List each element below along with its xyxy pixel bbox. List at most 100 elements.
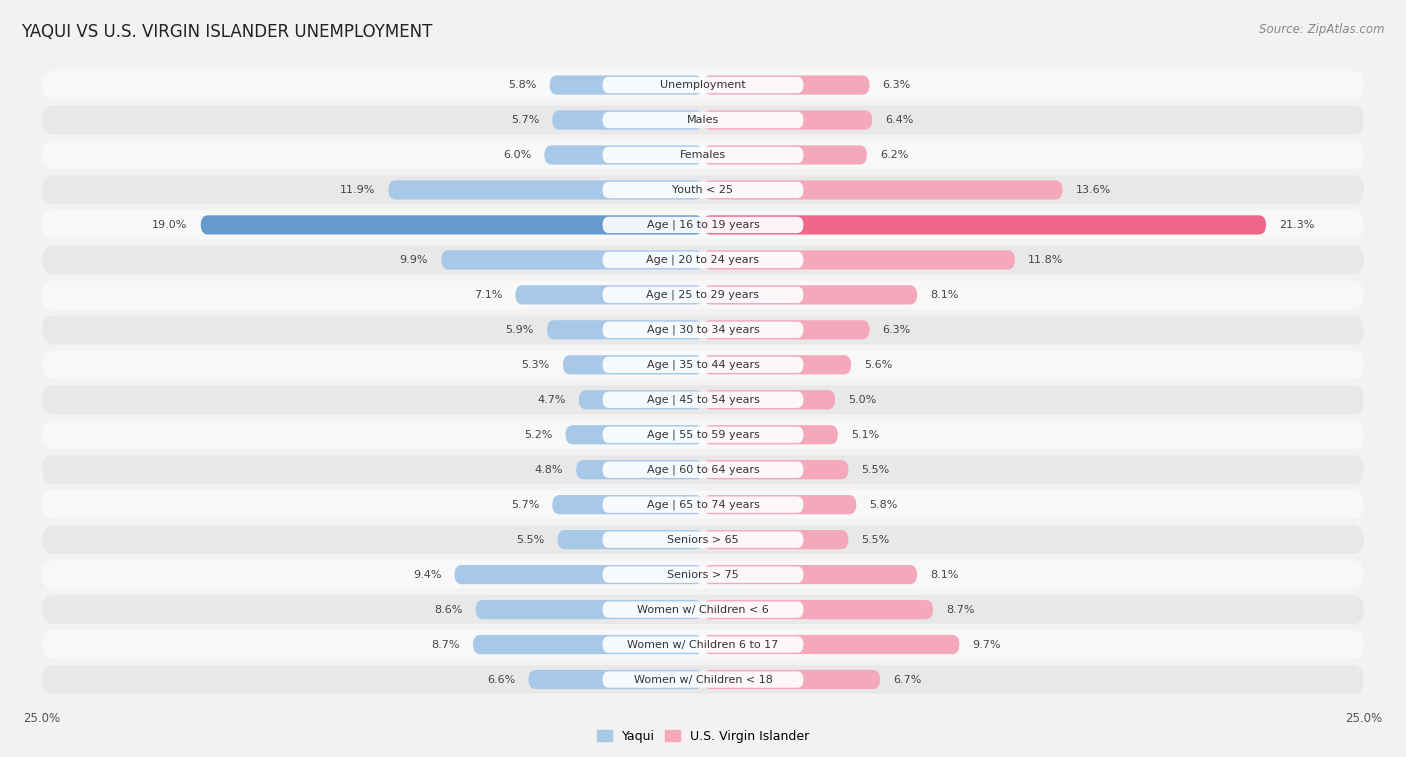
FancyBboxPatch shape <box>42 141 1364 170</box>
Text: Seniors > 75: Seniors > 75 <box>666 569 740 580</box>
FancyBboxPatch shape <box>42 420 1364 449</box>
Text: Males: Males <box>688 115 718 125</box>
Text: 5.5%: 5.5% <box>862 465 890 475</box>
Text: 5.1%: 5.1% <box>851 430 879 440</box>
Text: 5.7%: 5.7% <box>510 500 538 509</box>
Text: YAQUI VS U.S. VIRGIN ISLANDER UNEMPLOYMENT: YAQUI VS U.S. VIRGIN ISLANDER UNEMPLOYME… <box>21 23 433 41</box>
FancyBboxPatch shape <box>703 460 848 479</box>
Text: 9.4%: 9.4% <box>413 569 441 580</box>
FancyBboxPatch shape <box>579 390 703 410</box>
Text: Age | 30 to 34 years: Age | 30 to 34 years <box>647 325 759 335</box>
FancyBboxPatch shape <box>42 281 1364 309</box>
Text: 6.0%: 6.0% <box>503 150 531 160</box>
Text: 5.8%: 5.8% <box>508 80 537 90</box>
FancyBboxPatch shape <box>201 215 703 235</box>
FancyBboxPatch shape <box>550 76 703 95</box>
FancyBboxPatch shape <box>42 316 1364 344</box>
FancyBboxPatch shape <box>42 665 1364 694</box>
FancyBboxPatch shape <box>703 355 851 375</box>
FancyBboxPatch shape <box>42 456 1364 484</box>
Text: 13.6%: 13.6% <box>1076 185 1111 195</box>
FancyBboxPatch shape <box>42 350 1364 379</box>
FancyBboxPatch shape <box>703 320 869 339</box>
Text: 8.1%: 8.1% <box>931 290 959 300</box>
Text: 8.7%: 8.7% <box>946 605 974 615</box>
Text: 8.6%: 8.6% <box>434 605 463 615</box>
FancyBboxPatch shape <box>703 390 835 410</box>
FancyBboxPatch shape <box>42 70 1364 99</box>
FancyBboxPatch shape <box>603 462 803 478</box>
FancyBboxPatch shape <box>42 245 1364 274</box>
FancyBboxPatch shape <box>565 425 703 444</box>
FancyBboxPatch shape <box>703 635 959 654</box>
Text: 9.7%: 9.7% <box>973 640 1001 650</box>
FancyBboxPatch shape <box>703 670 880 689</box>
Text: Women w/ Children < 6: Women w/ Children < 6 <box>637 605 769 615</box>
FancyBboxPatch shape <box>553 495 703 514</box>
Text: 8.7%: 8.7% <box>432 640 460 650</box>
FancyBboxPatch shape <box>703 425 838 444</box>
Text: 8.1%: 8.1% <box>931 569 959 580</box>
Text: Age | 45 to 54 years: Age | 45 to 54 years <box>647 394 759 405</box>
FancyBboxPatch shape <box>42 525 1364 554</box>
FancyBboxPatch shape <box>544 145 703 164</box>
FancyBboxPatch shape <box>603 391 803 408</box>
FancyBboxPatch shape <box>603 147 803 164</box>
FancyBboxPatch shape <box>703 215 1265 235</box>
Text: Seniors > 65: Seniors > 65 <box>668 534 738 544</box>
FancyBboxPatch shape <box>42 176 1364 204</box>
Text: 6.7%: 6.7% <box>893 674 922 684</box>
Text: Age | 35 to 44 years: Age | 35 to 44 years <box>647 360 759 370</box>
FancyBboxPatch shape <box>603 531 803 548</box>
FancyBboxPatch shape <box>703 285 917 304</box>
Text: Women w/ Children 6 to 17: Women w/ Children 6 to 17 <box>627 640 779 650</box>
FancyBboxPatch shape <box>553 111 703 129</box>
FancyBboxPatch shape <box>516 285 703 304</box>
FancyBboxPatch shape <box>603 112 803 128</box>
FancyBboxPatch shape <box>42 595 1364 624</box>
FancyBboxPatch shape <box>703 565 917 584</box>
FancyBboxPatch shape <box>603 252 803 268</box>
Text: 5.9%: 5.9% <box>505 325 534 335</box>
FancyBboxPatch shape <box>42 106 1364 134</box>
Text: 7.1%: 7.1% <box>474 290 502 300</box>
Text: 5.5%: 5.5% <box>862 534 890 544</box>
FancyBboxPatch shape <box>576 460 703 479</box>
FancyBboxPatch shape <box>562 355 703 375</box>
FancyBboxPatch shape <box>454 565 703 584</box>
FancyBboxPatch shape <box>547 320 703 339</box>
Text: 5.8%: 5.8% <box>869 500 898 509</box>
Text: Females: Females <box>681 150 725 160</box>
FancyBboxPatch shape <box>603 77 803 93</box>
FancyBboxPatch shape <box>703 495 856 514</box>
FancyBboxPatch shape <box>529 670 703 689</box>
FancyBboxPatch shape <box>603 601 803 618</box>
FancyBboxPatch shape <box>603 182 803 198</box>
FancyBboxPatch shape <box>388 180 703 200</box>
Text: Age | 55 to 59 years: Age | 55 to 59 years <box>647 429 759 440</box>
FancyBboxPatch shape <box>472 635 703 654</box>
Text: Age | 60 to 64 years: Age | 60 to 64 years <box>647 465 759 475</box>
FancyBboxPatch shape <box>558 530 703 550</box>
Text: 6.3%: 6.3% <box>883 325 911 335</box>
FancyBboxPatch shape <box>703 180 1063 200</box>
Text: 5.2%: 5.2% <box>524 430 553 440</box>
Text: 5.6%: 5.6% <box>865 360 893 370</box>
Text: 9.9%: 9.9% <box>399 255 427 265</box>
FancyBboxPatch shape <box>703 530 848 550</box>
FancyBboxPatch shape <box>603 217 803 233</box>
Text: Source: ZipAtlas.com: Source: ZipAtlas.com <box>1260 23 1385 36</box>
FancyBboxPatch shape <box>703 600 934 619</box>
FancyBboxPatch shape <box>603 637 803 653</box>
Text: Age | 16 to 19 years: Age | 16 to 19 years <box>647 220 759 230</box>
Text: 6.4%: 6.4% <box>886 115 914 125</box>
FancyBboxPatch shape <box>603 322 803 338</box>
FancyBboxPatch shape <box>42 631 1364 659</box>
FancyBboxPatch shape <box>475 600 703 619</box>
FancyBboxPatch shape <box>42 385 1364 414</box>
FancyBboxPatch shape <box>603 671 803 687</box>
Text: 5.0%: 5.0% <box>848 394 876 405</box>
Text: 6.6%: 6.6% <box>486 674 516 684</box>
Text: 6.3%: 6.3% <box>883 80 911 90</box>
Text: 5.7%: 5.7% <box>510 115 538 125</box>
